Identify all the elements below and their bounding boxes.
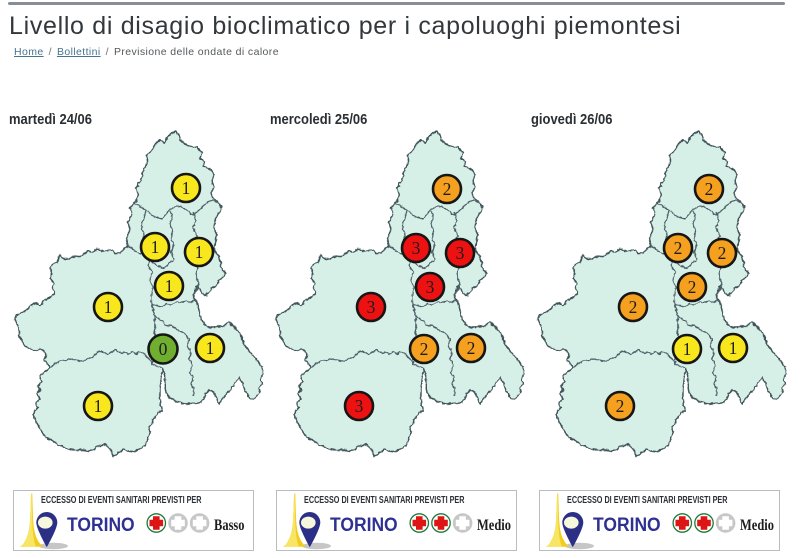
svg-text:2: 2 — [420, 339, 429, 359]
svg-text:2: 2 — [443, 179, 452, 199]
svg-text:1: 1 — [182, 178, 191, 198]
svg-text:2: 2 — [688, 277, 697, 297]
svg-text:1: 1 — [104, 297, 113, 317]
svg-text:2: 2 — [629, 297, 638, 317]
svg-text:0: 0 — [159, 339, 168, 359]
svg-text:1: 1 — [94, 396, 103, 416]
svg-text:3: 3 — [367, 297, 376, 317]
svg-text:1: 1 — [151, 237, 160, 257]
svg-text:1: 1 — [165, 276, 174, 296]
svg-text:2: 2 — [616, 396, 625, 416]
svg-text:1: 1 — [683, 339, 692, 359]
svg-text:3: 3 — [412, 238, 421, 258]
svg-text:2: 2 — [718, 243, 727, 263]
svg-text:1: 1 — [195, 242, 204, 262]
svg-text:3: 3 — [456, 243, 465, 263]
svg-text:3: 3 — [426, 277, 435, 297]
svg-text:2: 2 — [674, 238, 683, 258]
svg-text:1: 1 — [206, 338, 215, 358]
svg-text:2: 2 — [705, 179, 714, 199]
svg-text:2: 2 — [467, 338, 476, 358]
svg-text:3: 3 — [355, 396, 364, 416]
svg-text:1: 1 — [729, 338, 738, 358]
